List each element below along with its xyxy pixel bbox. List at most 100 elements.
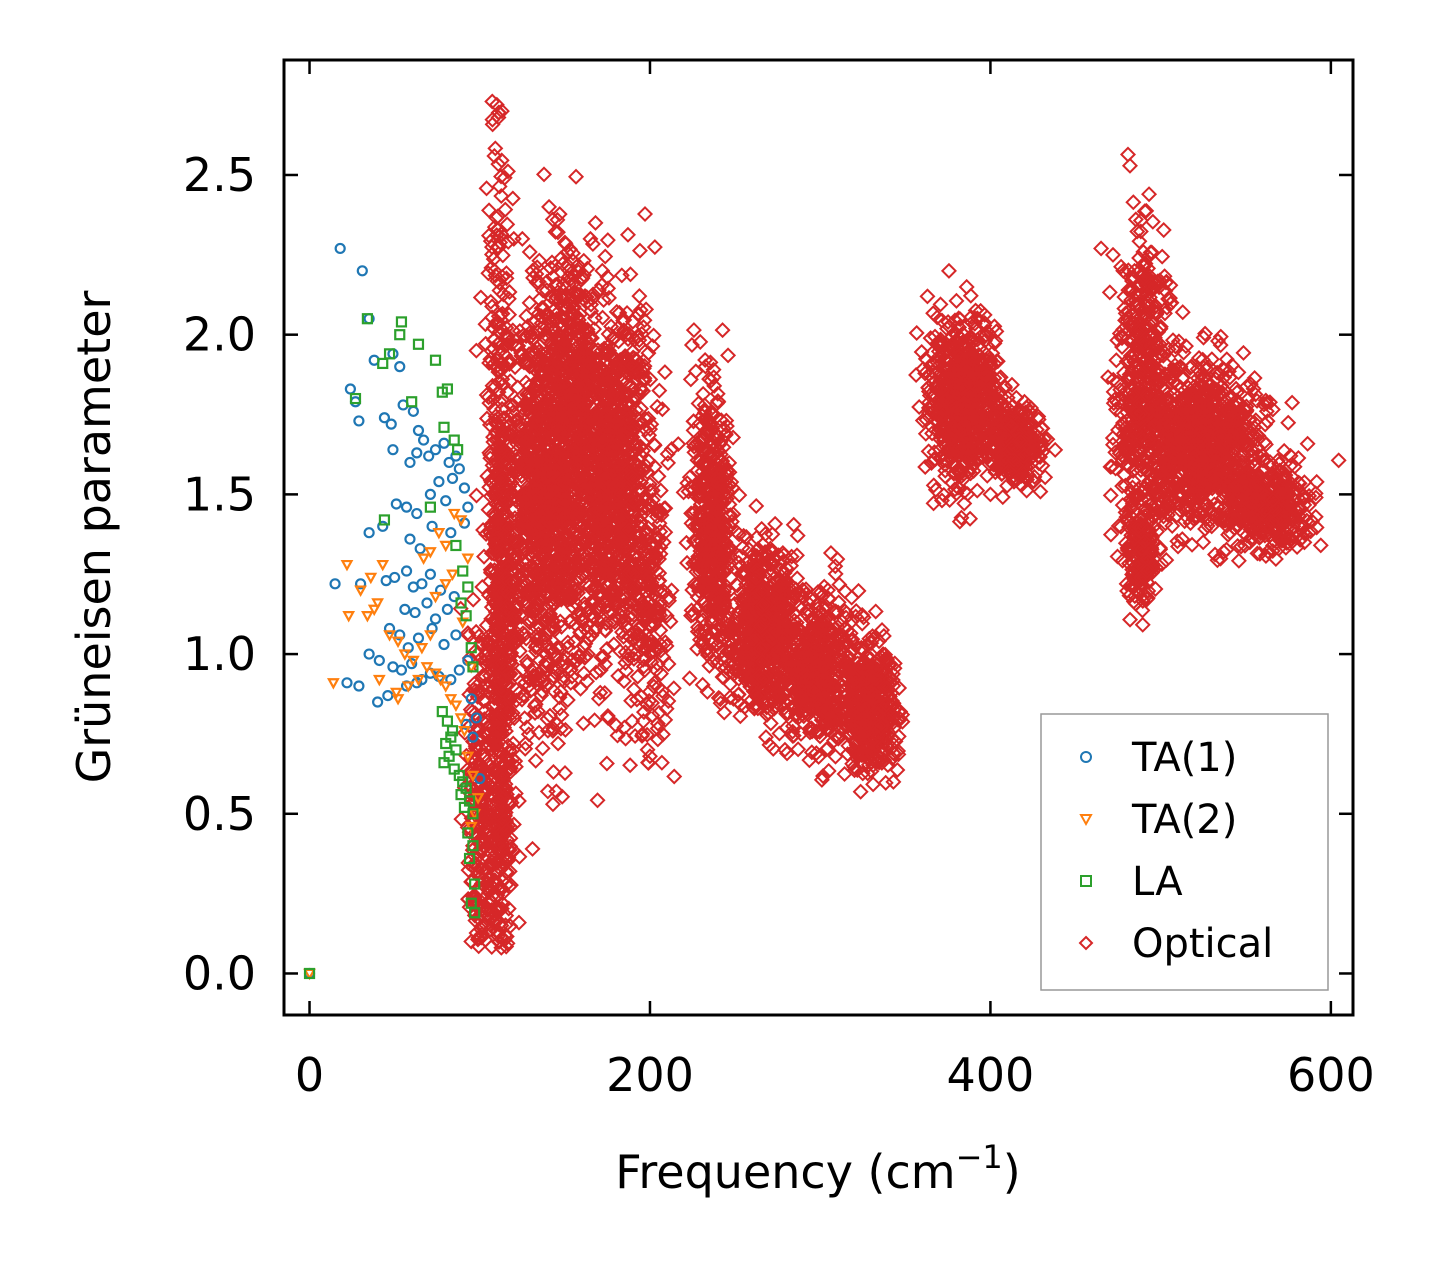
point-optical: [459, 625, 476, 642]
point-optical: [492, 534, 509, 551]
point-optical: [483, 853, 500, 870]
point-optical: [490, 510, 507, 527]
point-optical: [476, 750, 493, 767]
point-optical: [527, 696, 544, 713]
point-optical: [505, 735, 522, 752]
point-optical: [489, 221, 506, 238]
point-optical: [499, 559, 516, 576]
point-optical: [486, 147, 503, 164]
point-optical: [502, 616, 519, 633]
point-optical: [486, 262, 503, 279]
point-optical: [500, 900, 517, 917]
point-optical: [666, 768, 683, 785]
point-optical: [488, 523, 505, 540]
point-optical: [469, 762, 486, 779]
point-optical: [453, 811, 470, 828]
point-optical: [480, 717, 498, 734]
point-optical: [492, 851, 509, 868]
point-optical: [501, 447, 518, 464]
point-optical: [529, 388, 546, 405]
point-optical: [544, 722, 561, 739]
point-optical: [476, 677, 493, 694]
point-optical: [499, 666, 516, 683]
point-optical: [502, 397, 519, 414]
point-optical: [492, 788, 509, 805]
point-optical: [503, 335, 520, 352]
point-optical: [492, 515, 509, 532]
point-optical: [488, 923, 505, 940]
point-optical: [531, 724, 548, 741]
point-optical: [493, 152, 510, 169]
point-optical: [499, 163, 516, 180]
point-optical: [575, 715, 592, 732]
point-optical: [546, 683, 563, 700]
point-optical: [557, 721, 574, 738]
point-optical: [485, 887, 502, 904]
point-optical: [527, 583, 544, 600]
point-optical: [559, 634, 576, 651]
point-optical: [498, 822, 515, 839]
point-optical: [485, 340, 502, 357]
point-optical: [495, 756, 512, 773]
point-optical: [681, 670, 698, 687]
point-optical: [516, 687, 533, 704]
point-optical: [483, 938, 500, 955]
point-optical: [498, 337, 515, 354]
point-optical: [477, 702, 494, 719]
point-optical: [510, 914, 527, 931]
point-optical: [488, 530, 505, 547]
point-optical: [541, 198, 558, 215]
point-optical: [518, 432, 535, 449]
point-optical: [496, 806, 513, 823]
point-optical: [535, 166, 553, 183]
point-optical: [487, 412, 504, 429]
point-optical: [478, 386, 495, 403]
point-optical: [481, 678, 498, 695]
point-optical: [487, 378, 504, 395]
point-optical: [589, 792, 606, 809]
point-optical: [517, 735, 534, 752]
point-optical: [551, 547, 568, 564]
point-optical: [511, 322, 528, 340]
point-optical: [478, 180, 495, 197]
point-optical: [619, 226, 636, 243]
point-optical: [564, 651, 581, 668]
point-optical: [489, 836, 506, 853]
point-optical: [714, 322, 731, 339]
point-optical: [534, 309, 551, 326]
point-optical: [521, 243, 538, 260]
point-optical: [513, 608, 530, 625]
point-optical: [685, 413, 702, 430]
point-optical: [487, 729, 504, 746]
point-optical: [631, 288, 648, 305]
point-optical: [665, 680, 682, 697]
point-optical: [498, 270, 515, 287]
point-optical: [540, 462, 557, 479]
point-optical: [639, 741, 656, 758]
point-optical: [494, 486, 511, 503]
point-optical: [518, 500, 535, 517]
point-optical: [508, 458, 525, 475]
point-optical: [476, 918, 493, 935]
point-optical: [493, 939, 510, 956]
point-optical: [588, 664, 605, 681]
point-optical: [656, 364, 673, 381]
point-optical: [651, 382, 668, 399]
point-optical: [473, 929, 490, 946]
point-optical: [731, 487, 748, 504]
point-optical: [527, 510, 544, 527]
point-optical: [472, 635, 489, 652]
point-optical: [496, 453, 513, 470]
point-optical: [467, 705, 484, 722]
point-optical: [532, 670, 549, 687]
point-optical: [499, 330, 516, 347]
series-optical: [452, 93, 1347, 956]
point-optical: [473, 650, 490, 667]
point-optical: [475, 522, 492, 539]
point-optical: [477, 647, 494, 664]
point-optical: [487, 515, 504, 532]
point-optical: [468, 487, 485, 504]
point-optical: [542, 529, 559, 546]
point-optical: [482, 564, 499, 581]
